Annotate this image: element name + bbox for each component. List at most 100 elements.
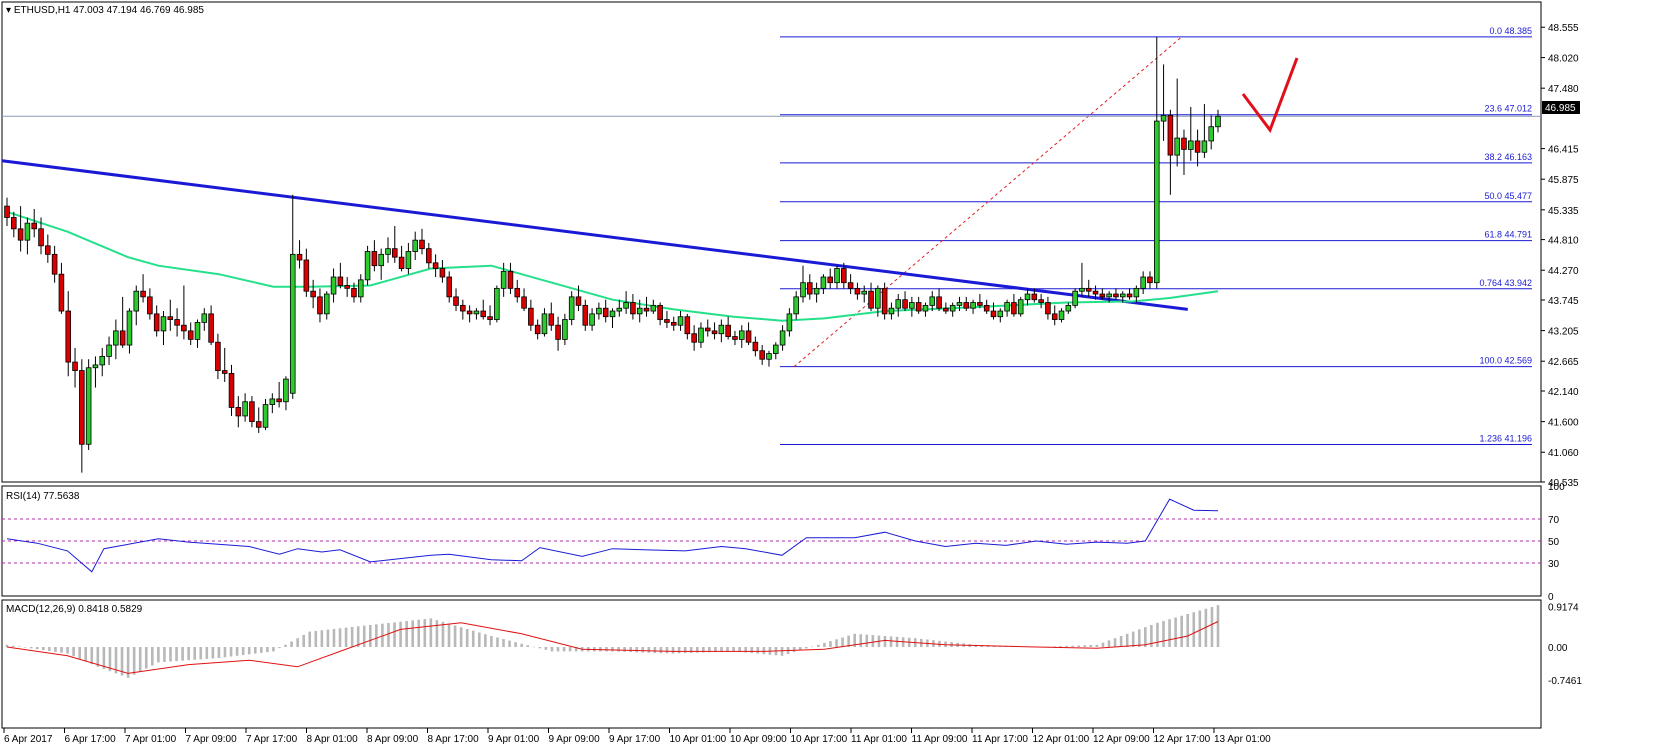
macd-bar [477, 632, 481, 647]
macd-bar [120, 647, 124, 676]
candle-body [303, 259, 310, 292]
candle [221, 347, 228, 382]
candle-body [534, 324, 541, 335]
macd-bar [708, 647, 711, 653]
candle [99, 347, 106, 377]
candle [11, 211, 17, 238]
candle [357, 274, 364, 303]
candle-body [262, 404, 269, 428]
candle-body [528, 307, 534, 326]
candle-body [936, 296, 942, 309]
macd-bar [502, 639, 505, 647]
candle [1167, 109, 1174, 195]
price-axis: 48.555 48.020 47.480 46.415 45.875 45.335 44.8… [1541, 23, 1579, 489]
macd-bar [568, 647, 572, 652]
macd-bar [163, 647, 166, 662]
candle-body [807, 282, 813, 295]
candle [1099, 288, 1106, 300]
candle-body [698, 327, 704, 343]
macd-bar [11, 645, 15, 647]
candle-body [1079, 287, 1085, 292]
macd-bar [284, 644, 287, 647]
candle [1031, 288, 1038, 303]
macd-bar [126, 647, 130, 678]
time-tick-label: 12 Apr 17:00 [1154, 734, 1211, 745]
candle [990, 302, 997, 320]
candle-body [221, 370, 228, 374]
candle [609, 308, 616, 329]
macd-bar [405, 621, 408, 647]
candle [480, 299, 487, 320]
candle [1140, 271, 1146, 295]
candle [827, 268, 833, 289]
candle-body [1085, 287, 1092, 292]
fib-level-label: 61.8 44.791 [1484, 230, 1532, 240]
time-tick-label: 11 Apr 01:00 [851, 734, 907, 745]
candle [1079, 262, 1085, 297]
candle [575, 285, 582, 312]
candle [249, 396, 255, 428]
candle-body [616, 307, 623, 312]
candle-body [1017, 299, 1024, 315]
candle [323, 291, 330, 320]
candle [1085, 279, 1092, 297]
candle-body [201, 313, 208, 323]
macd-bar [1210, 606, 1214, 647]
candle [432, 254, 439, 278]
macd-bar [762, 647, 766, 655]
candle-body [650, 304, 657, 312]
candle-body [160, 316, 167, 332]
macd-bar [84, 647, 88, 662]
candle [153, 305, 160, 337]
candle-body [691, 333, 697, 343]
macd-bar [683, 647, 687, 654]
time-tick-label: 10 Apr 17:00 [791, 734, 848, 745]
candle-body [1201, 140, 1208, 153]
price-tick-label: 48.020 [1548, 54, 1579, 65]
candle-body [439, 268, 446, 278]
macd-bar [217, 647, 221, 658]
candle-body [289, 253, 296, 394]
candle [58, 262, 65, 314]
macd-tick-label: 0.00 [1548, 643, 1568, 654]
candle-body [582, 304, 589, 326]
candle-body [718, 324, 725, 335]
macd-bar [1059, 646, 1062, 647]
candle-body [548, 313, 555, 326]
candle-body [589, 313, 595, 326]
candle-body [11, 217, 17, 230]
macd-bar [393, 622, 396, 647]
candle-body [51, 253, 58, 275]
fib-level-label: 50.0 45.477 [1484, 191, 1532, 201]
candle-body [426, 248, 432, 264]
candle-body [24, 222, 31, 241]
candle [1208, 115, 1214, 150]
macd-bar [247, 647, 251, 655]
candle-body [541, 313, 548, 335]
candle [85, 359, 92, 450]
macd-bar [720, 647, 723, 652]
candle-body [473, 310, 480, 315]
candle-body [575, 296, 582, 306]
candle [929, 291, 936, 312]
rsi-line [6, 498, 1219, 573]
macd-bar [90, 647, 94, 665]
candle-body [38, 228, 44, 247]
macd-bar [1144, 627, 1147, 647]
candle-body [58, 273, 65, 312]
macd-bar [169, 647, 172, 662]
macd-bar [54, 647, 57, 652]
macd-bar [278, 647, 281, 649]
candle-body [1174, 137, 1180, 156]
macd-bar [296, 638, 299, 647]
candle [793, 291, 799, 320]
candle [657, 302, 663, 326]
candle [113, 319, 119, 360]
candle [909, 296, 915, 317]
macd-bar [829, 641, 832, 647]
candle [596, 302, 602, 320]
candle-body [1031, 293, 1038, 301]
macd-tick-label: 0.9174 [1548, 603, 1579, 614]
candle-body [670, 321, 677, 326]
candle [752, 336, 759, 357]
